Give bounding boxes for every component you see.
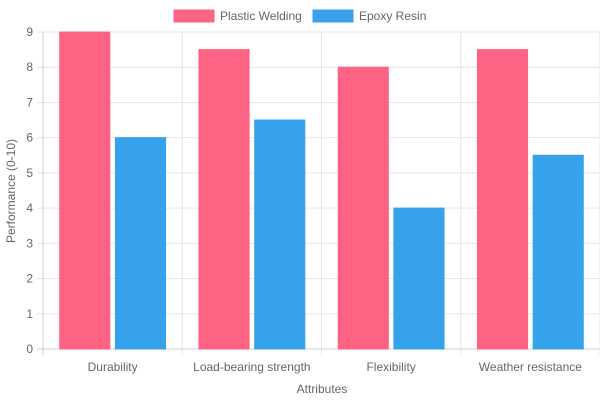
y-tick-label: 7 xyxy=(26,95,33,109)
x-tick-label: Weather resistance xyxy=(479,360,582,374)
bar-epoxy-resin-load-bearing-strength[interactable] xyxy=(254,119,306,350)
legend-item-epoxy-resin[interactable]: Epoxy Resin xyxy=(312,9,426,23)
bar-plastic-welding-weather-resistance[interactable] xyxy=(476,49,529,350)
y-tick-label: 2 xyxy=(26,272,33,286)
y-tick-label: 1 xyxy=(26,307,33,321)
y-tick-label: 3 xyxy=(26,236,33,250)
y-tick-label: 8 xyxy=(26,60,33,74)
y-tick-label: 0 xyxy=(26,342,33,356)
y-tick-label: 6 xyxy=(26,131,33,145)
bar-plastic-welding-durability[interactable] xyxy=(59,31,111,350)
legend-label-plastic-welding: Plastic Welding xyxy=(220,9,302,23)
x-axis-ticks: Durability Load-bearing strength Flexibili… xyxy=(88,360,583,374)
bar-epoxy-resin-weather-resistance[interactable] xyxy=(532,154,584,350)
y-tick-label: 4 xyxy=(26,201,33,215)
bar-epoxy-resin-flexibility[interactable] xyxy=(393,207,445,350)
bar-plastic-welding-flexibility[interactable] xyxy=(337,66,389,350)
legend-label-epoxy-resin: Epoxy Resin xyxy=(359,9,426,23)
legend-swatch-epoxy-resin xyxy=(312,9,354,23)
y-axis-ticks: 0 1 2 3 4 5 6 7 8 9 xyxy=(26,25,33,356)
y-tick-label: 9 xyxy=(26,25,33,39)
bars xyxy=(59,31,584,350)
legend-item-plastic-welding[interactable]: Plastic Welding xyxy=(173,9,302,23)
x-tick-label: Durability xyxy=(88,360,138,374)
bar-epoxy-resin-durability[interactable] xyxy=(114,137,167,350)
x-axis-title: Attributes xyxy=(297,382,348,396)
x-tick-label: Flexibility xyxy=(366,360,415,374)
y-tick-label: 5 xyxy=(26,166,33,180)
x-tick-label: Load-bearing strength xyxy=(193,360,310,374)
y-axis-title: Performance (0-10) xyxy=(4,139,18,243)
bar-plastic-welding-load-bearing-strength[interactable] xyxy=(198,49,250,350)
legend: Plastic Welding Epoxy Resin xyxy=(173,9,426,23)
legend-swatch-plastic-welding xyxy=(173,9,215,23)
